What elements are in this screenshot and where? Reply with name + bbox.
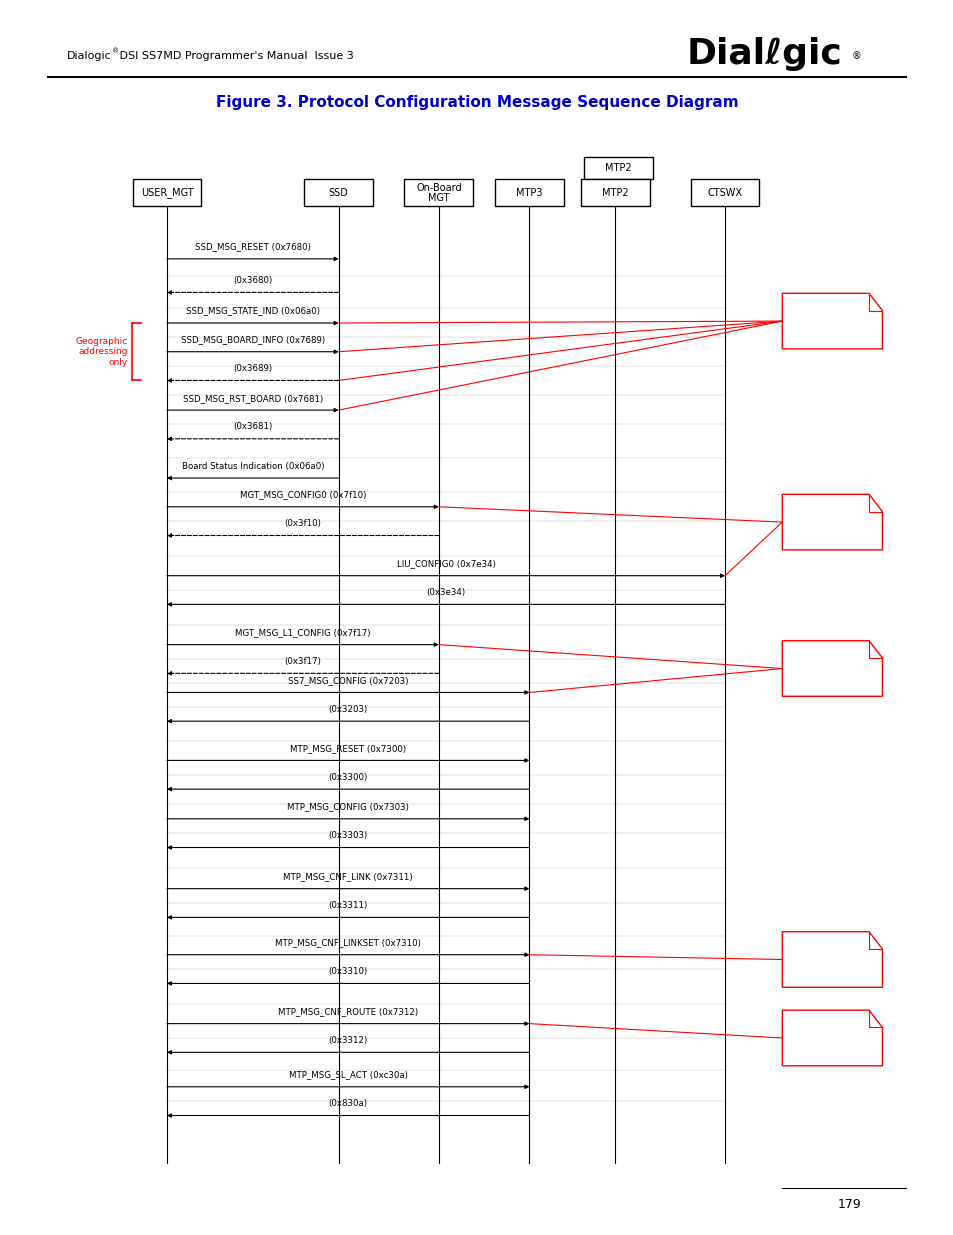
Text: (0x830a): (0x830a) [329, 1099, 367, 1108]
Text: (0x3312): (0x3312) [328, 1036, 368, 1045]
Text: SS7_MSG_CONFIG (0x7203): SS7_MSG_CONFIG (0x7203) [288, 676, 408, 685]
Text: (0x3303): (0x3303) [328, 831, 368, 840]
Polygon shape [781, 931, 882, 987]
Text: SSD: SSD [329, 188, 348, 198]
Text: Geographic
addressing
only: Geographic addressing only [75, 337, 128, 367]
Text: MGT_MSG_CONFIG0 (0x7f10): MGT_MSG_CONFIG0 (0x7f10) [239, 490, 366, 499]
Bar [304, 179, 373, 206]
Text: DSI SS7MD Programmer's Manual  Issue 3: DSI SS7MD Programmer's Manual Issue 3 [116, 52, 354, 62]
Text: (0x3689): (0x3689) [233, 364, 273, 373]
Text: (0x3680): (0x3680) [233, 275, 273, 285]
Text: ®: ® [112, 48, 119, 54]
Polygon shape [781, 641, 882, 697]
Text: Repeated per LIU: Repeated per LIU [792, 517, 871, 526]
Bar [404, 179, 473, 206]
Text: SSD_MSG_RST_BOARD (0x7681): SSD_MSG_RST_BOARD (0x7681) [182, 394, 323, 403]
Text: MTP2: MTP2 [601, 188, 628, 198]
Polygon shape [781, 294, 882, 348]
Text: SSD_MSG_BOARD_INFO (0x7689): SSD_MSG_BOARD_INFO (0x7689) [180, 336, 325, 345]
Text: MTP_MSG_CONFIG (0x7303): MTP_MSG_CONFIG (0x7303) [287, 803, 409, 811]
Text: SSD_MSG_STATE_IND (0x06a0): SSD_MSG_STATE_IND (0x06a0) [186, 306, 319, 316]
Text: MTP_MSG_RESET (0x7300): MTP_MSG_RESET (0x7300) [290, 743, 406, 753]
Text: (0x3f17): (0x3f17) [284, 657, 321, 666]
Text: (0x3300): (0x3300) [328, 773, 368, 782]
Text: On-Board: On-Board [416, 183, 461, 193]
Text: Repeated per board: Repeated per board [786, 316, 877, 326]
Text: MGT: MGT [428, 193, 449, 203]
Text: (0x3203): (0x3203) [328, 705, 368, 714]
Text: MTP3: MTP3 [516, 188, 542, 198]
Text: (0x3310): (0x3310) [328, 967, 368, 976]
Text: Repeated per Link: Repeated per Link [790, 664, 873, 673]
Polygon shape [781, 494, 882, 550]
Text: MTP_MSG_SL_ACT (0xc30a): MTP_MSG_SL_ACT (0xc30a) [289, 1071, 407, 1079]
Bar [583, 157, 653, 179]
Bar [580, 179, 649, 206]
Text: MTP_MSG_CNF_ROUTE (0x7312): MTP_MSG_CNF_ROUTE (0x7312) [278, 1008, 417, 1016]
Text: MTP_MSG_CNF_LINKSET (0x7310): MTP_MSG_CNF_LINKSET (0x7310) [275, 939, 420, 947]
Text: Repeated per Route: Repeated per Route [786, 1034, 877, 1042]
Text: Dialℓgic: Dialℓgic [686, 37, 841, 72]
Text: (0x3f10): (0x3f10) [284, 519, 321, 529]
Bar [690, 179, 759, 206]
Text: (0x3681): (0x3681) [233, 422, 273, 431]
Text: MTP2: MTP2 [605, 163, 631, 173]
Text: USER_MGT: USER_MGT [140, 188, 193, 198]
Text: Dialogic: Dialogic [67, 52, 112, 62]
Text: Figure 3. Protocol Configuration Message Sequence Diagram: Figure 3. Protocol Configuration Message… [215, 95, 738, 110]
Text: SSD_MSG_RESET (0x7680): SSD_MSG_RESET (0x7680) [194, 242, 311, 252]
Text: CTSWX: CTSWX [707, 188, 741, 198]
Text: ®: ® [851, 52, 861, 62]
Text: (0x3e34): (0x3e34) [426, 588, 465, 597]
Text: LIU_CONFIG0 (0x7e34): LIU_CONFIG0 (0x7e34) [396, 559, 495, 568]
Text: MTP_MSG_CNF_LINK (0x7311): MTP_MSG_CNF_LINK (0x7311) [283, 872, 413, 882]
Bar [132, 179, 201, 206]
Text: Repeated per Linkset: Repeated per Linkset [783, 955, 880, 965]
Polygon shape [781, 1010, 882, 1066]
Text: 179: 179 [837, 1198, 860, 1210]
Text: (0x3311): (0x3311) [328, 902, 368, 910]
Bar [495, 179, 563, 206]
Text: MGT_MSG_L1_CONFIG (0x7f17): MGT_MSG_L1_CONFIG (0x7f17) [234, 629, 371, 637]
Text: Board Status Indication (0x06a0): Board Status Indication (0x06a0) [181, 462, 324, 471]
